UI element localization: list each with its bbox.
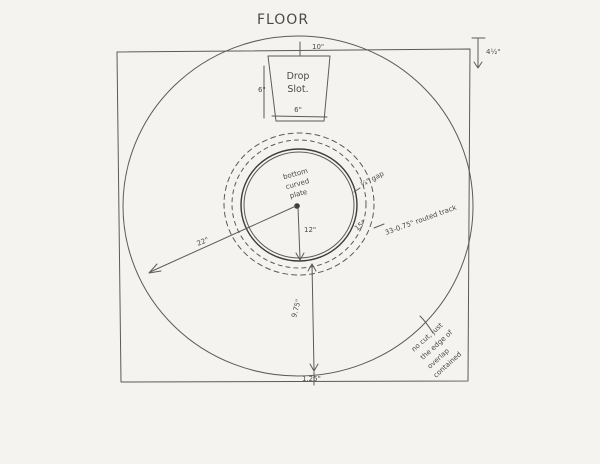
routed-track-annotation: 33-0.75" routed track xyxy=(384,203,459,237)
drop-slot xyxy=(267,55,331,122)
routed-track-leader xyxy=(373,223,385,229)
slot-top-width-label: 10" xyxy=(312,43,324,51)
edge-gap-label: 9.75" xyxy=(290,298,303,318)
routed-track-outer xyxy=(223,132,375,276)
center-plate xyxy=(240,148,358,262)
outer-radius-label: 22" xyxy=(196,236,210,248)
edge-note-leader xyxy=(419,315,434,334)
routed-track-inner xyxy=(231,139,367,269)
edge-gap-arrowhead-top xyxy=(307,263,317,272)
outer-radius-line xyxy=(149,205,297,273)
outer-disc xyxy=(122,35,474,377)
slot-bottom-width-label: 6" xyxy=(294,106,302,114)
page-margin-label: 4½" xyxy=(486,48,500,56)
edge-gap-line xyxy=(311,263,315,371)
slot-height-label: 6" xyxy=(258,86,266,94)
margin-arrowhead xyxy=(473,61,483,69)
gap-annotation: ¼" gap xyxy=(359,170,386,189)
drop-slot-label-1: Drop xyxy=(287,71,310,82)
center-plate-label-3: plate xyxy=(289,188,308,200)
gap-leader xyxy=(353,187,361,193)
page-title: FLOOR xyxy=(257,12,309,28)
edge-gap-arrowhead-bottom xyxy=(309,363,319,372)
floor-boundary xyxy=(116,48,471,383)
inner-radius-line xyxy=(297,206,301,260)
outer-radius-arrowhead xyxy=(148,263,162,274)
inner-radius-label: 12" xyxy=(304,226,316,234)
drop-slot-label-2: Slot. xyxy=(287,84,308,95)
bottom-margin-label: 1.25" xyxy=(302,375,321,383)
slot-inner-line xyxy=(271,115,328,118)
inner-radius-arrowhead xyxy=(295,252,305,261)
